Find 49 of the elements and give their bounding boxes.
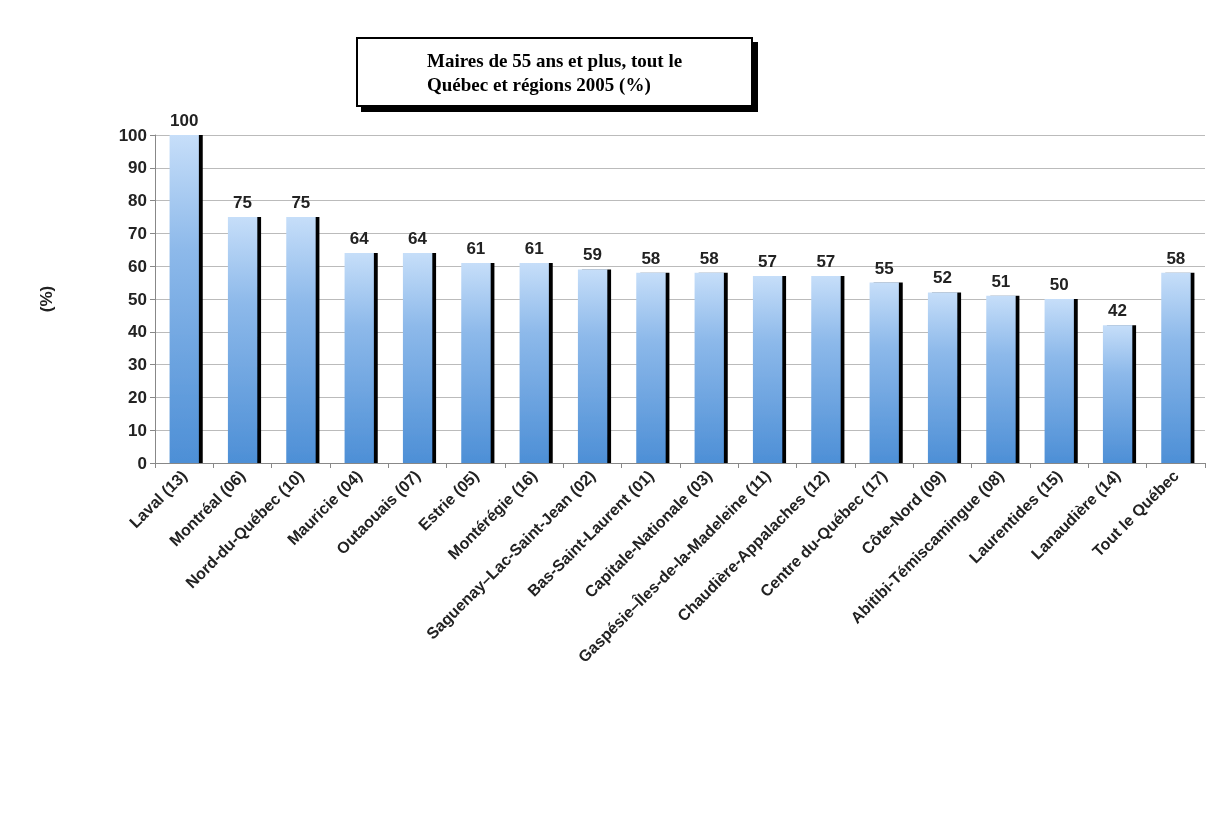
- bar: [986, 295, 1016, 463]
- bar: [519, 262, 549, 463]
- data-label: 64: [349, 229, 370, 249]
- bar: [227, 217, 258, 463]
- data-label: 50: [1049, 275, 1069, 294]
- data-label: 57: [758, 252, 777, 272]
- data-label: 42: [1108, 301, 1127, 321]
- data-label: 59: [583, 245, 602, 265]
- bar: [1102, 325, 1133, 463]
- y-tick-label: 30: [128, 355, 147, 375]
- y-tick-label: 20: [128, 387, 147, 407]
- data-label: 61: [524, 238, 544, 258]
- bar: [811, 276, 841, 463]
- y-tick-label: 70: [128, 223, 147, 243]
- data-label: 55: [874, 258, 894, 278]
- bar: [1044, 299, 1074, 463]
- bar: [577, 269, 608, 463]
- data-label: 58: [1166, 248, 1186, 268]
- bar: [927, 292, 958, 463]
- bar: [694, 272, 724, 463]
- chart-title: Maires de 55 ans et plus, tout le Québec et régions 2005 (%): [427, 49, 683, 96]
- bar: [402, 253, 433, 463]
- y-tick-label: 90: [128, 158, 147, 178]
- data-label: 58: [641, 248, 661, 268]
- data-label: 100: [169, 111, 199, 130]
- bar: [1161, 272, 1191, 463]
- data-label: 75: [233, 193, 252, 212]
- y-tick-label: 60: [128, 256, 147, 276]
- data-label: 51: [991, 271, 1011, 291]
- data-label: 57: [816, 252, 836, 272]
- bar: [461, 262, 491, 463]
- data-label: 61: [466, 238, 486, 258]
- bar: [344, 253, 374, 463]
- y-tick-label: 10: [128, 420, 147, 440]
- y-axis-title: (%): [37, 285, 56, 313]
- data-label: 75: [291, 193, 311, 212]
- y-tick-label: 0: [137, 453, 147, 473]
- y-tick-label: 100: [118, 125, 147, 145]
- y-tick-label: 80: [128, 191, 147, 211]
- bar: [286, 217, 316, 463]
- data-label: 52: [933, 268, 952, 288]
- y-tick-label: 50: [128, 289, 147, 309]
- data-label: 64: [408, 229, 428, 249]
- y-tick-label: 40: [128, 322, 147, 342]
- bar: [752, 276, 783, 463]
- bar: [636, 272, 666, 463]
- bar: [869, 282, 899, 463]
- data-label: 58: [699, 248, 719, 268]
- bar: [169, 135, 199, 463]
